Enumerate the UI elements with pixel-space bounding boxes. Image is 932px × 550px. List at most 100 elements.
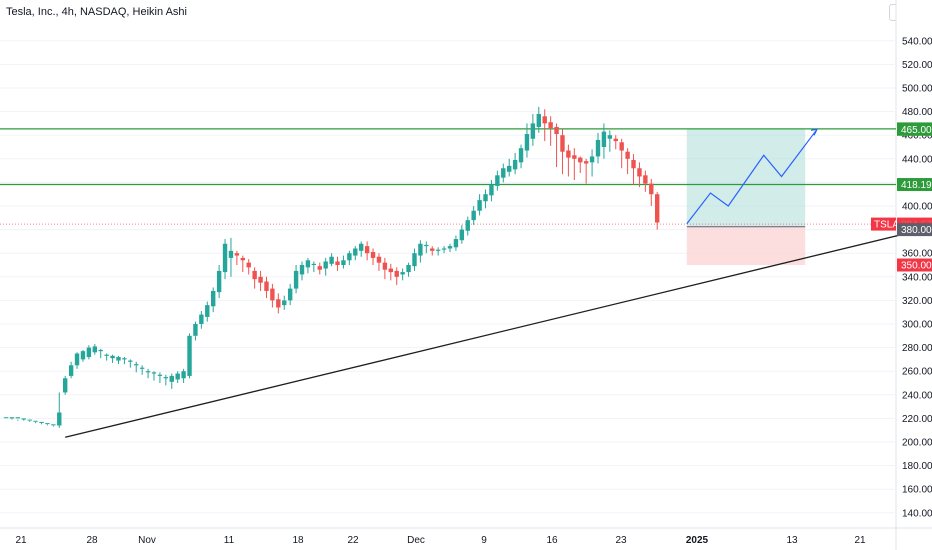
y-tick-label: 320.00 xyxy=(902,296,932,307)
y-tick-label: 340.00 xyxy=(902,272,932,283)
candle-body xyxy=(560,135,565,152)
candle-body xyxy=(323,261,328,269)
price-tag: 350.00 xyxy=(897,258,932,272)
candle-body xyxy=(548,122,553,129)
x-tick-label: 23 xyxy=(615,535,627,546)
y-tick-label: 280.00 xyxy=(902,343,932,354)
candle-body xyxy=(625,151,630,159)
candle-body xyxy=(299,265,305,275)
candle-body xyxy=(501,168,506,178)
x-tick-label: Dec xyxy=(407,535,425,546)
candle-body xyxy=(483,194,488,202)
candle-body xyxy=(643,175,648,184)
y-tick-label: 240.00 xyxy=(902,390,932,401)
stop-zone xyxy=(686,226,806,265)
candle-body xyxy=(134,364,139,366)
candle-body xyxy=(63,378,68,393)
price-tag-label: 465.00 xyxy=(901,125,932,136)
x-tick-label: 11 xyxy=(224,535,235,546)
candle-body xyxy=(145,371,151,373)
candle-body xyxy=(607,135,613,139)
price-tag-box xyxy=(897,178,932,192)
candle-body xyxy=(270,288,275,301)
candle-body xyxy=(406,265,411,273)
y-tick-label: 540.00 xyxy=(902,36,932,47)
candle-body xyxy=(649,183,654,195)
candle-body xyxy=(583,161,589,164)
candle-body xyxy=(430,248,435,251)
x-tick-label: 13 xyxy=(786,535,798,546)
candle-body xyxy=(329,256,334,264)
candle-body xyxy=(240,257,245,261)
candle-body xyxy=(542,116,547,124)
candle-body xyxy=(104,354,109,356)
candle-body xyxy=(353,248,358,256)
candle-body xyxy=(151,372,157,374)
candle-body xyxy=(68,365,74,376)
candle-body xyxy=(216,270,222,293)
candle-body xyxy=(512,159,518,170)
candle-body xyxy=(27,419,32,421)
candle-body xyxy=(234,253,240,256)
candle-body xyxy=(388,268,393,273)
candle-body xyxy=(572,155,577,159)
candle-body xyxy=(359,243,364,251)
candle-body xyxy=(193,324,198,336)
candle-body xyxy=(264,281,269,291)
candle-body xyxy=(394,270,399,277)
price-scale-panel[interactable] xyxy=(896,0,932,550)
candle-body xyxy=(601,131,607,147)
candle-body xyxy=(418,243,423,256)
candle-body xyxy=(128,360,133,362)
candle-body xyxy=(619,142,624,151)
candle-body xyxy=(341,260,346,265)
symbol-tag-box xyxy=(871,217,896,231)
y-tick-label: 460.00 xyxy=(902,131,932,142)
projection-path xyxy=(686,128,818,225)
candle-body xyxy=(435,249,441,251)
candle-body xyxy=(33,420,38,422)
candle-body xyxy=(424,244,429,247)
candle-body xyxy=(181,371,186,379)
candle-body xyxy=(400,272,405,275)
candle-body xyxy=(518,148,524,163)
candle-body xyxy=(98,349,103,352)
candle-body xyxy=(287,288,293,301)
candle-body xyxy=(376,256,382,263)
y-tick-label: 260.00 xyxy=(902,367,932,378)
candle-body xyxy=(530,123,536,139)
price-tag-box xyxy=(897,122,932,136)
candle-body xyxy=(15,417,21,419)
candle-body xyxy=(477,200,482,211)
chart-title: Tesla, Inc., 4h, NASDAQ, Heikin Ashi xyxy=(6,6,187,18)
y-tick-label: 400.00 xyxy=(902,202,932,213)
candle-body xyxy=(465,220,470,231)
candle-body xyxy=(524,134,530,151)
candle-body xyxy=(447,246,453,249)
candle-body xyxy=(613,138,618,142)
candle-body xyxy=(199,314,204,324)
candle-body xyxy=(637,168,642,177)
y-tick-label: 300.00 xyxy=(902,320,932,331)
y-tick-label: 360.00 xyxy=(902,249,932,260)
candle-body xyxy=(655,194,660,223)
candle-body xyxy=(57,412,62,426)
price-tag: 418.19 xyxy=(897,178,932,192)
y-tick-label: 480.00 xyxy=(902,107,932,118)
candle-body xyxy=(246,262,251,268)
price-tag-label: 350.00 xyxy=(901,261,932,272)
candle-body xyxy=(489,184,494,196)
candle-body xyxy=(459,229,465,241)
candle-body xyxy=(412,253,417,267)
candle-body xyxy=(453,239,459,248)
x-tick-label: 22 xyxy=(347,535,359,546)
candle-body xyxy=(92,346,97,353)
candle-body xyxy=(566,150,571,158)
y-tick-label: 500.00 xyxy=(902,84,932,95)
candle-body xyxy=(139,367,145,369)
x-tick-label: 9 xyxy=(481,535,487,546)
candle-body xyxy=(205,305,210,317)
x-tick-label: 16 xyxy=(546,535,558,546)
x-tick-label: Nov xyxy=(138,535,156,546)
